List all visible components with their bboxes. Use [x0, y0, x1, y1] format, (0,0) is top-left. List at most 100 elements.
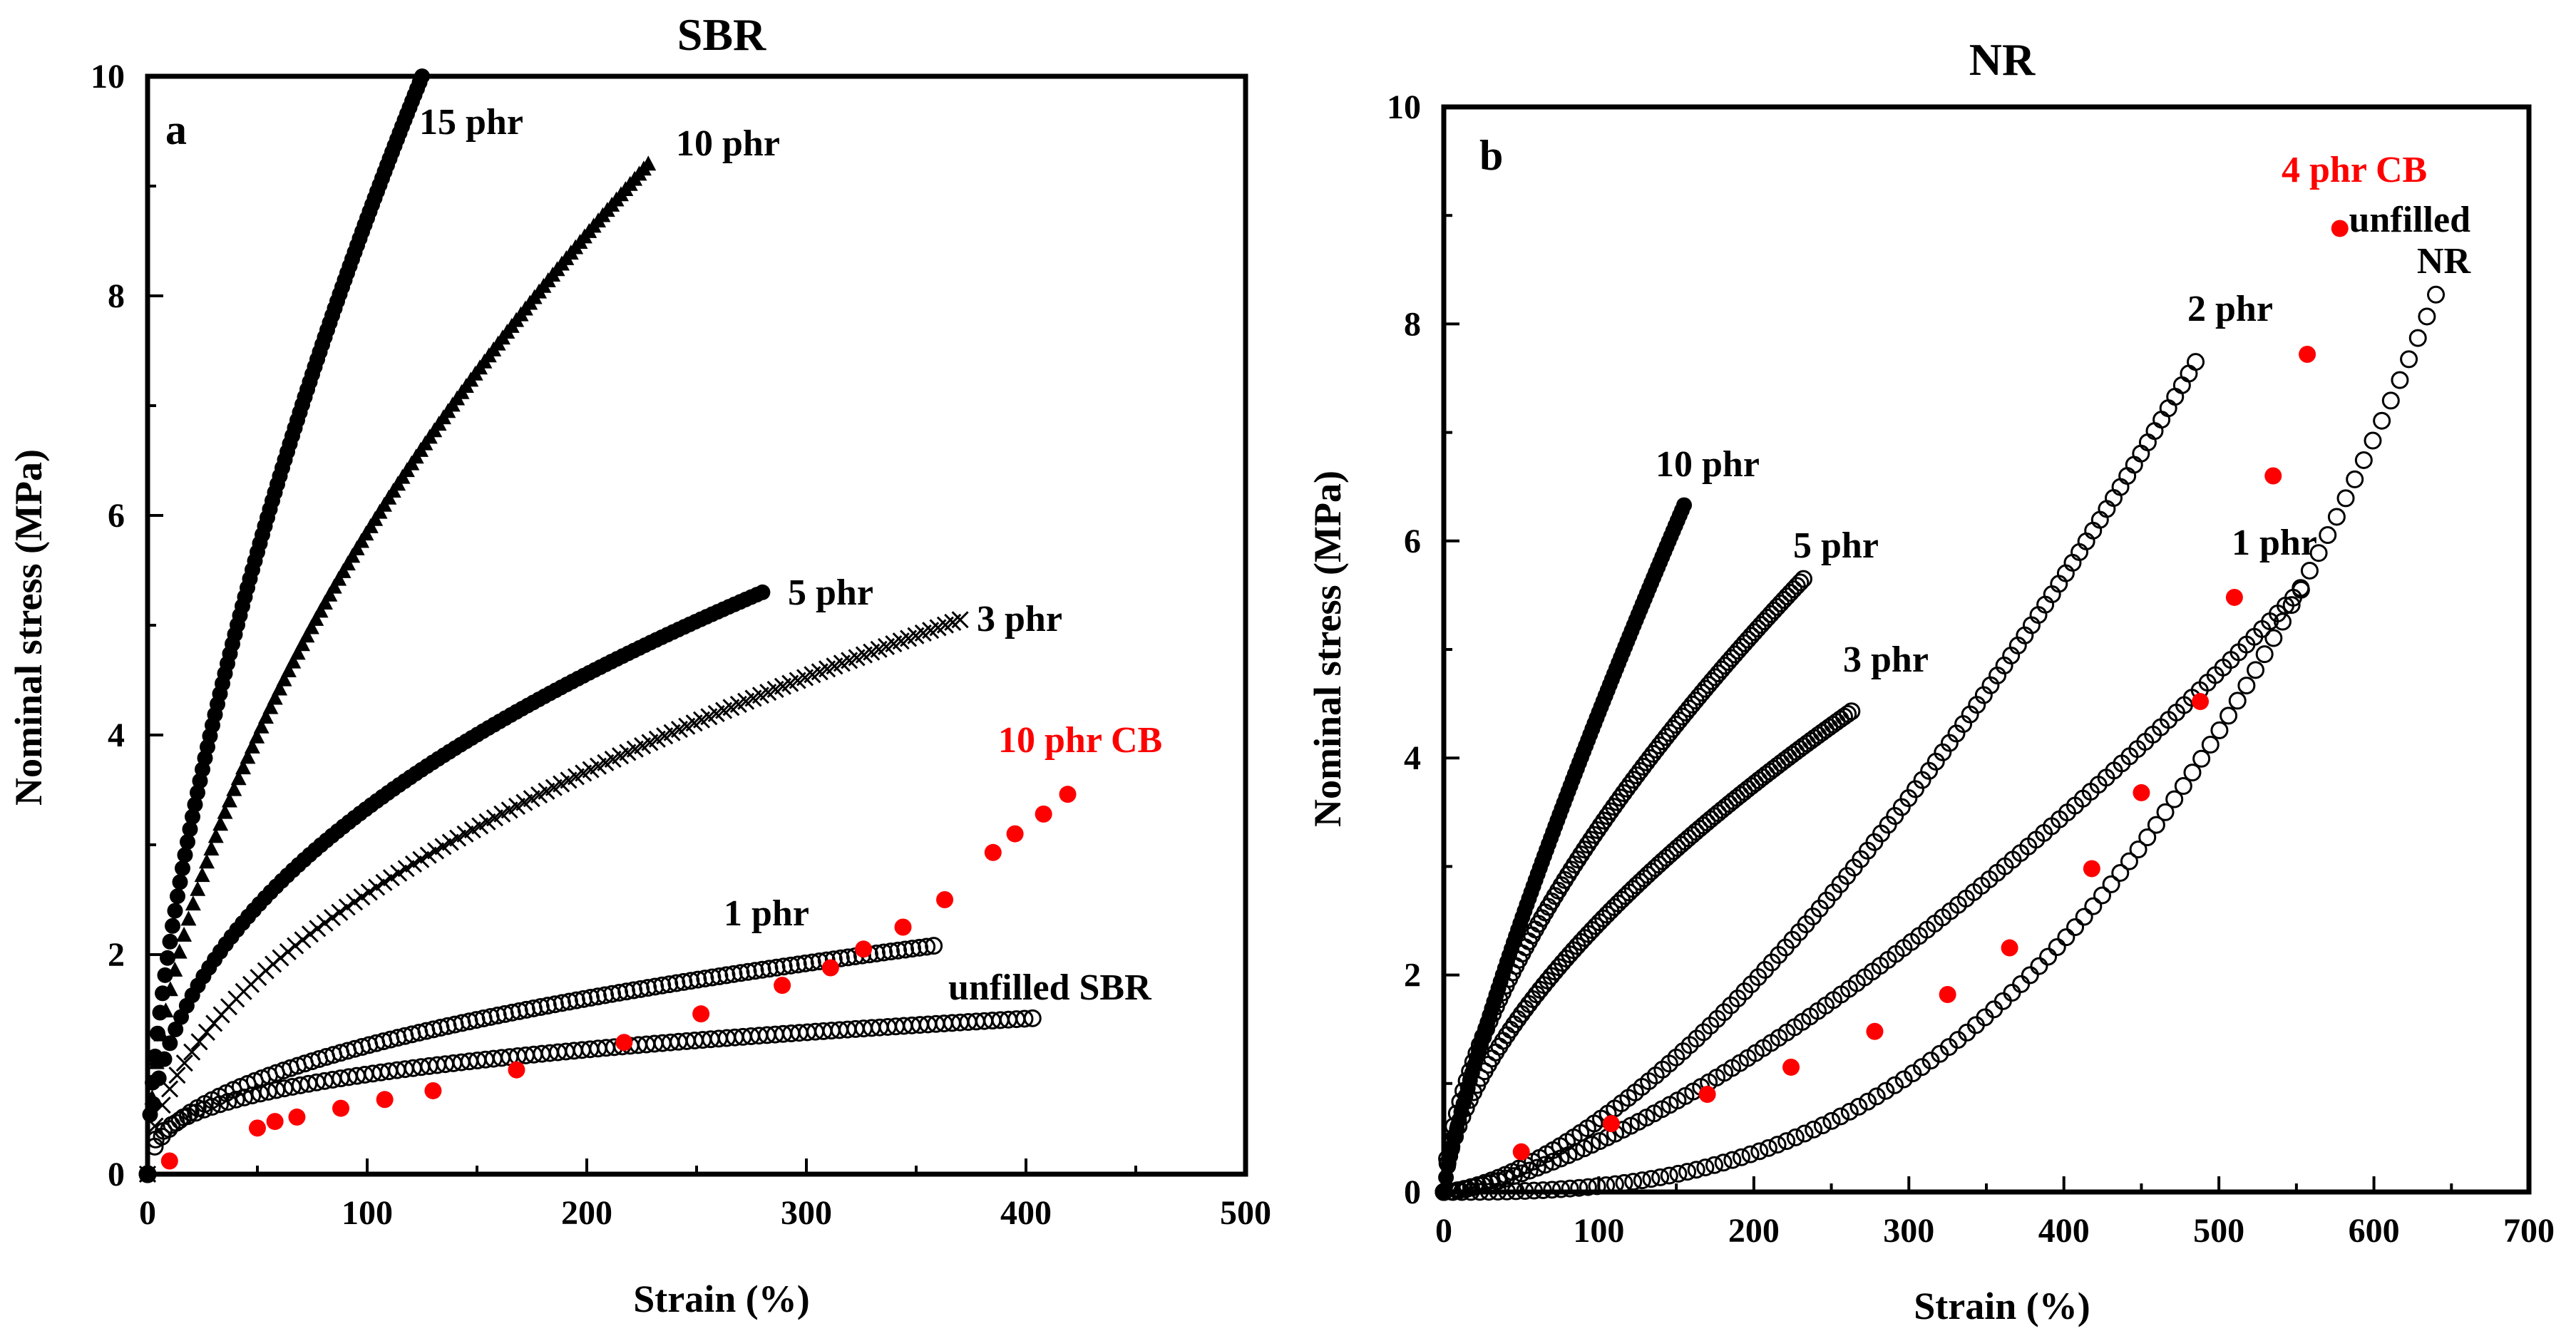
data-point	[1741, 1145, 1760, 1163]
x-tick-label: 300	[1883, 1212, 1934, 1250]
data-point	[2247, 661, 2265, 679]
data-point	[692, 1005, 710, 1023]
data-point	[2210, 721, 2229, 739]
data-point	[984, 843, 1002, 861]
data-point	[180, 910, 197, 926]
series-label: 3 phr	[1843, 639, 1929, 680]
data-point	[1601, 802, 1620, 821]
data-point	[280, 662, 297, 678]
data-point	[1750, 1142, 1769, 1161]
plot-frame-b	[1441, 104, 2532, 1195]
y-axis-title-a: Nominal stress (MPa)	[7, 449, 50, 806]
data-point	[249, 1119, 266, 1137]
data-point	[2156, 803, 2175, 821]
data-point	[221, 792, 237, 808]
data-point	[212, 816, 229, 831]
data-point	[1842, 702, 1861, 721]
data-point	[2346, 470, 2364, 488]
data-point	[2299, 346, 2316, 364]
axis-ticks-b: 0 100 200 300 400 500 600 700 0 2 4 6 8 10	[1387, 88, 2555, 1250]
data-point	[1059, 786, 1077, 803]
series-label: 2 phr	[2187, 289, 2273, 329]
data-marks-a	[138, 68, 1077, 1183]
data-point	[1676, 497, 1693, 513]
x-tick-label: 100	[342, 1194, 393, 1232]
data-point	[2147, 816, 2165, 834]
data-point	[316, 914, 334, 932]
x-tick-label: 400	[2038, 1212, 2090, 1250]
data-point	[332, 1099, 350, 1117]
data-point	[2220, 706, 2238, 725]
x-axis-title-b: Strain (%)	[1914, 1285, 2090, 1327]
data-point	[190, 880, 206, 896]
data-point	[760, 960, 779, 978]
data-point	[251, 1084, 270, 1103]
data-point	[803, 953, 821, 972]
data-point	[2003, 984, 2021, 1002]
data-point	[322, 586, 338, 602]
series-label: 1 phr	[724, 893, 809, 934]
data-point	[2427, 285, 2446, 304]
series-label: 1 phr	[2232, 523, 2317, 563]
data-point	[918, 937, 936, 956]
data-point	[249, 728, 265, 744]
data-point	[185, 808, 200, 825]
data-point	[185, 895, 201, 911]
data-point	[1840, 1102, 1859, 1121]
data-point	[157, 967, 173, 983]
data-point	[796, 954, 814, 972]
data-point	[1520, 1161, 1539, 1180]
data-point	[1614, 783, 1633, 802]
data-point	[894, 918, 912, 936]
data-point	[1602, 1115, 1620, 1133]
data-point	[1839, 704, 1857, 723]
data-point	[1559, 1146, 1578, 1164]
data-point	[1551, 1180, 1570, 1198]
data-point	[1585, 826, 1603, 844]
data-point	[309, 920, 327, 937]
data-point	[227, 1090, 245, 1109]
data-point	[1604, 798, 1623, 816]
data-point	[1449, 1117, 1468, 1136]
data-point	[838, 948, 857, 967]
data-point	[1939, 985, 1956, 1003]
x-tick-label: 600	[2349, 1212, 2400, 1250]
data-point	[2201, 736, 2220, 754]
data-point	[170, 888, 185, 905]
data-point	[1912, 1058, 1931, 1076]
data-point	[2075, 908, 2093, 926]
data-point	[1696, 1158, 1715, 1177]
series-10-phr-cb	[160, 786, 1077, 1170]
data-point	[1497, 1026, 1516, 1044]
data-point	[1877, 1081, 1895, 1100]
data-point	[202, 1097, 221, 1116]
data-point	[2300, 561, 2319, 580]
x-tick-label: 200	[561, 1194, 612, 1232]
data-point	[301, 925, 319, 943]
data-point	[211, 1095, 230, 1114]
data-point	[774, 957, 793, 976]
series-label: 5 phr	[1793, 525, 1879, 566]
data-point	[1512, 1143, 1530, 1161]
data-point	[375, 873, 393, 891]
data-point	[175, 1054, 193, 1072]
data-point	[910, 938, 929, 957]
data-point	[1477, 1019, 1496, 1038]
data-point	[1732, 1148, 1750, 1166]
data-point	[1777, 1132, 1796, 1151]
data-point	[2133, 783, 2150, 801]
data-point	[207, 828, 224, 843]
data-point	[1502, 1020, 1520, 1039]
x-axis-title-a: Strain (%)	[633, 1278, 809, 1320]
data-point	[1474, 1027, 1492, 1046]
data-point	[2030, 957, 2048, 975]
data-point	[346, 893, 364, 911]
data-point	[1768, 1136, 1787, 1154]
y-tick-label: 10	[1387, 88, 1421, 126]
data-point	[2225, 588, 2243, 606]
data-point	[1446, 1127, 1464, 1146]
data-point	[1921, 1052, 1940, 1070]
data-point	[1633, 1171, 1651, 1190]
